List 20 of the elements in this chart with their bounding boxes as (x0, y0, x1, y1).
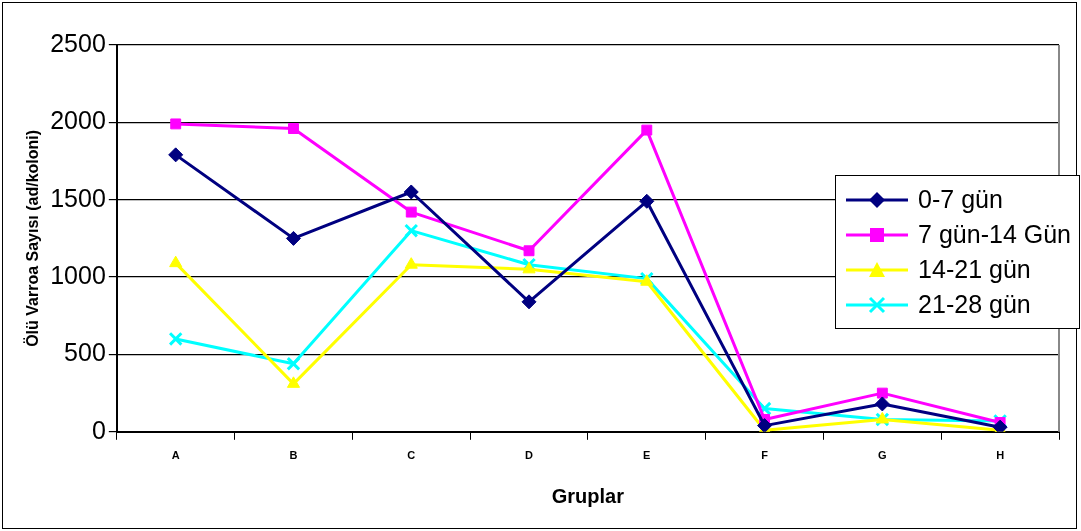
legend-label: 7 gün-14 Gün (918, 220, 1071, 249)
y-tick-label: 2000 (50, 106, 106, 135)
y-tick-label: 1500 (50, 183, 106, 212)
x-tick-label: F (761, 449, 769, 462)
x-tick-label: E (643, 449, 651, 462)
x-tick-label: H (996, 449, 1005, 462)
legend-label: 21-28 gün (918, 290, 1031, 319)
x-tick-label: G (878, 449, 887, 462)
legend-label: 0-7 gün (918, 185, 1003, 214)
y-tick-label: 0 (91, 415, 106, 444)
y-axis-title: Ölü Varroa Sayısı (ad/koloni) (23, 129, 42, 347)
x-tick-label: C (407, 449, 416, 462)
x-tick-label: B (289, 449, 298, 462)
x-tick-label: A (171, 449, 180, 462)
y-tick-label: 1000 (50, 260, 106, 289)
x-tick-label: D (525, 449, 534, 462)
legend-label: 14-21 gün (918, 255, 1031, 284)
y-tick-label: 500 (64, 338, 106, 367)
y-tick-label: 2500 (50, 28, 106, 57)
x-axis-title: Gruplar (551, 484, 625, 507)
